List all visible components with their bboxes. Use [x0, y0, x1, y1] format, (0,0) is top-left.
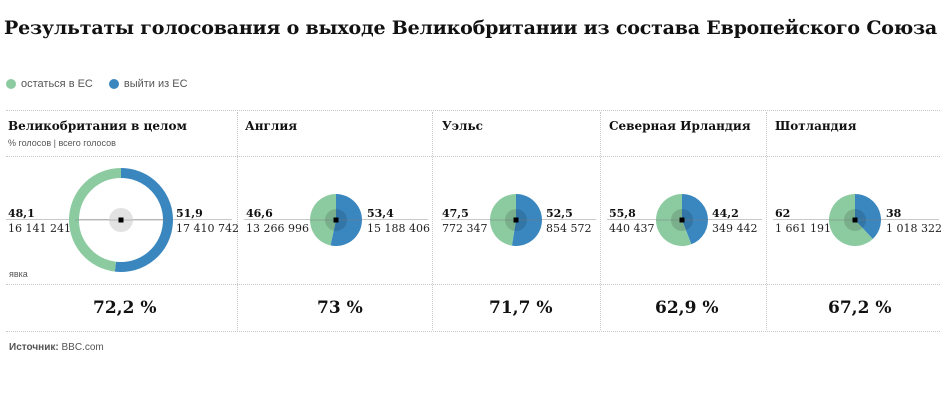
slice-remain-scotland — [829, 194, 873, 246]
slice-leave-wales — [511, 194, 542, 246]
grid-line-bottom — [6, 331, 940, 332]
grid-line-top — [6, 110, 940, 111]
turnout-northern-ireland: 62,9 % — [655, 298, 719, 318]
column-divider — [766, 112, 767, 330]
legend-swatch-remain — [6, 79, 16, 89]
legend-item-leave: выйти из ЕС — [108, 78, 188, 90]
column-divider — [600, 112, 601, 330]
grid-line-header — [6, 156, 940, 157]
center-marker-uk — [118, 217, 124, 223]
source-note: Источник: BBC.com — [9, 342, 104, 353]
chart-title-england: Англия — [245, 119, 298, 133]
remain-pct-wales: 47,5 — [442, 207, 469, 220]
remain-pct-northern-ireland: 55,8 — [609, 207, 636, 220]
leave-votes-scotland: 1 018 322 — [886, 222, 942, 235]
grid-line-turnout — [6, 284, 940, 285]
leave-votes-england: 15 188 406 — [367, 222, 430, 235]
remain-votes-northern-ireland: 440 437 — [609, 222, 655, 235]
turnout-label: явка — [9, 269, 28, 279]
slice-remain-england — [310, 194, 336, 246]
center-marker-northern-ireland — [679, 217, 685, 223]
turnout-england: 73 % — [317, 298, 363, 318]
slice-leave-england — [330, 194, 363, 246]
leave-pct-england: 53,4 — [367, 207, 394, 220]
column-divider — [432, 112, 433, 330]
legend-swatch-leave — [108, 79, 119, 89]
column-divider — [237, 112, 238, 330]
turnout-uk: 72,2 % — [93, 298, 157, 318]
chart-subtitle: % голосов | всего голосов — [8, 138, 116, 148]
center-marker-scotland — [852, 217, 858, 223]
legend: остаться в ЕС выйти из ЕС — [6, 78, 204, 90]
source-label: Источник: — [9, 342, 59, 353]
slice-leave-northern-ireland — [682, 194, 709, 245]
legend-item-remain: остаться в ЕС — [6, 78, 93, 90]
leave-votes-northern-ireland: 349 442 — [712, 222, 758, 235]
remain-votes-wales: 772 347 — [442, 222, 488, 235]
remain-votes-scotland: 1 661 191 — [775, 222, 831, 235]
slice-remain-wales — [490, 194, 516, 246]
legend-label-remain: остаться в ЕС — [21, 78, 93, 90]
turnout-wales: 71,7 % — [489, 298, 553, 318]
leave-pct-wales: 52,5 — [546, 207, 573, 220]
slice-leave-scotland — [855, 194, 882, 239]
remain-pct-scotland: 62 — [775, 207, 791, 220]
chart-title-wales: Уэльс — [442, 119, 483, 133]
source-value: BBC.com — [61, 342, 104, 353]
remain-pct-uk: 48,1 — [8, 207, 35, 220]
slice-leave-uk — [114, 168, 173, 272]
remain-votes-uk: 16 141 241 — [8, 222, 71, 235]
remain-votes-england: 13 266 996 — [246, 222, 309, 235]
page-title: Результаты голосования о выходе Великобр… — [4, 17, 938, 39]
chart-title-scotland: Шотландия — [775, 119, 857, 133]
chart-title-northern-ireland: Северная Ирландия — [609, 119, 751, 133]
legend-label-leave: выйти из ЕС — [123, 78, 188, 90]
turnout-scotland: 67,2 % — [828, 298, 892, 318]
leave-pct-uk: 51,9 — [176, 207, 203, 220]
remain-pct-england: 46,6 — [246, 207, 273, 220]
leave-pct-scotland: 38 — [886, 207, 902, 220]
leave-votes-wales: 854 572 — [546, 222, 592, 235]
chart-title-uk: Великобритания в целом — [8, 119, 187, 133]
slice-remain-uk — [69, 168, 122, 272]
center-marker-england — [333, 217, 339, 223]
leave-votes-uk: 17 410 742 — [176, 222, 239, 235]
leave-pct-northern-ireland: 44,2 — [712, 207, 739, 220]
center-marker-wales — [513, 217, 519, 223]
slice-remain-northern-ireland — [656, 194, 692, 246]
